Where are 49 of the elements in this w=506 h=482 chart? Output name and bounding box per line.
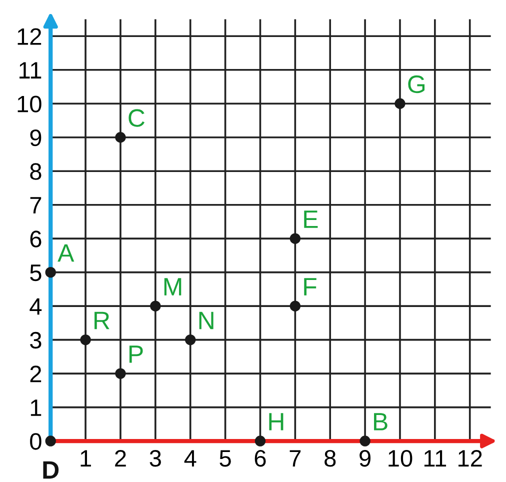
- point: [254, 436, 266, 446]
- x-tick-label: 8: [324, 450, 336, 467]
- y-tick-label: 7: [30, 197, 42, 214]
- y-tick-label: 4: [30, 298, 42, 315]
- x-tick-label: 6: [254, 450, 266, 467]
- x-tick-label: 9: [360, 450, 370, 467]
- x-tick-label: 2: [115, 450, 126, 466]
- point: [360, 436, 370, 446]
- y-tick-label: 9: [30, 129, 42, 146]
- x-tick-label: 11: [424, 450, 446, 466]
- x-tick-label: 4: [184, 450, 196, 466]
- y-tick-label: 1: [30, 400, 42, 416]
- annotation: G: [408, 75, 425, 94]
- point: [394, 98, 406, 109]
- point: [290, 300, 301, 312]
- y-tick-label: 5: [30, 264, 42, 282]
- annotation: R: [94, 312, 110, 330]
- x-tick-label: 10: [388, 450, 412, 467]
- x-tick-label: 12: [458, 450, 482, 466]
- x-tick-label: 5: [220, 450, 231, 467]
- y-tick-label: 11: [20, 62, 42, 78]
- x-tick-label: 3: [150, 450, 161, 467]
- y-tick-label: 10: [18, 96, 42, 112]
- point: [45, 266, 56, 278]
- point: [150, 300, 161, 312]
- annotation: H: [269, 413, 284, 430]
- annotation: B: [374, 413, 388, 430]
- x-tick-label: 1: [80, 450, 91, 466]
- point: [115, 132, 126, 143]
- x-tick-label: 7: [290, 450, 301, 466]
- annotation: P: [129, 346, 143, 363]
- point: [80, 334, 91, 346]
- point: [290, 233, 301, 244]
- y-tick-label: 0: [30, 433, 42, 450]
- annotation: C: [128, 109, 145, 127]
- annotation: N: [199, 312, 214, 330]
- y-tick-label: 2: [30, 366, 42, 382]
- point: [185, 334, 196, 346]
- annotation: M: [164, 278, 182, 296]
- y-tick-label: 3: [30, 332, 42, 349]
- point: [45, 436, 56, 446]
- annotation: F: [304, 278, 316, 296]
- annotation: E: [304, 210, 318, 228]
- annotation: D: [43, 461, 59, 479]
- point: [115, 368, 126, 379]
- y-tick-label: 12: [18, 28, 42, 45]
- y-tick-label: 8: [30, 163, 42, 180]
- y-tick-label: 6: [30, 230, 42, 248]
- annotation: A: [58, 244, 74, 262]
